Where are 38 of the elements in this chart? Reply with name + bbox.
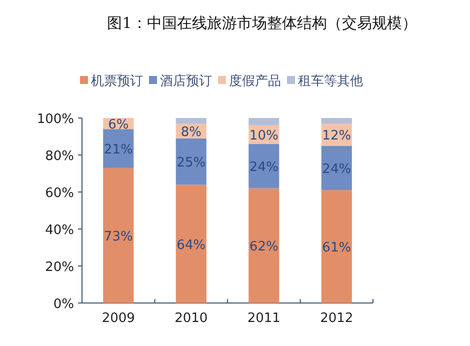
data-label: 24% [322,162,352,177]
data-label: 62% [249,240,278,255]
data-label: 64% [176,238,206,253]
data-label: 61% [322,240,352,256]
x-tick-label: 2010 [174,311,208,326]
chart-title: 图1：中国在线旅游市场整体结构（交易规模） [107,14,417,32]
y-tick-label: 60% [45,186,74,201]
data-label: 73% [104,229,133,244]
bar [103,129,134,168]
legend-label: 租车等其他 [298,74,363,89]
bar [248,144,280,188]
data-label: 12% [322,128,352,144]
bar [103,168,134,303]
x-tick-label: 2009 [102,311,135,326]
data-label: 21% [104,142,133,158]
bar [176,184,206,303]
data-label: 25% [176,155,206,170]
bar [248,188,280,303]
y-tick-label: 0% [53,297,74,312]
x-tick-label: 2012 [320,311,354,326]
legend-label: 度假产品 [229,73,281,89]
bar [176,138,206,185]
bar [176,118,206,124]
y-tick-label: 100% [36,112,74,127]
data-label: 6% [108,118,129,133]
data-label: 24% [249,160,278,176]
y-tick-label: 80% [45,149,74,164]
bar [248,118,280,126]
legend-label: 酒店预订 [160,73,212,89]
y-tick-label: 40% [45,223,74,238]
data-label: 10% [249,128,278,144]
data-label: 8% [180,124,202,140]
x-tick-label: 2011 [247,311,280,326]
bar [321,118,352,124]
y-tick-label: 20% [45,260,74,275]
legend-label: 机票预订 [91,74,143,89]
bar [321,146,352,190]
bar [321,190,352,303]
